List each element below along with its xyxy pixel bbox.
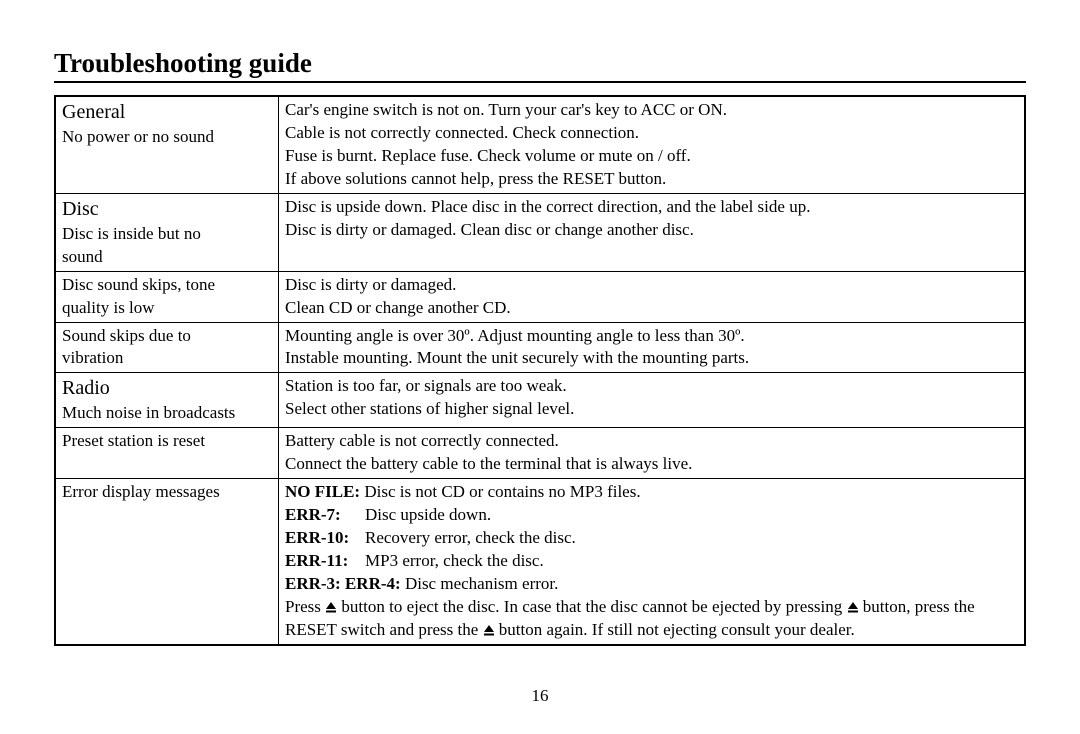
table-row: Sound skips due to vibration Mounting an… (55, 322, 1025, 373)
cell-problem: Disc sound skips, tone quality is low (55, 271, 279, 322)
eject-icon (483, 625, 495, 636)
cell-problem: Sound skips due to vibration (55, 322, 279, 373)
error-text: MP3 error, check the disc. (365, 551, 544, 570)
solution-line: Clean CD or change another CD. (285, 297, 1018, 320)
solution-line: Cable is not correctly connected. Check … (285, 122, 1018, 145)
cell-solution: Station is too far, or signals are too w… (279, 373, 1026, 428)
solution-line: Mounting angle is over 30º. Adjust mount… (285, 325, 1018, 348)
solution-line: Battery cable is not correctly connected… (285, 430, 1018, 453)
error-label: ERR-11: (285, 550, 365, 573)
problem-text: Sound skips due to (62, 325, 272, 348)
problem-text: quality is low (62, 297, 272, 320)
solution-line: Connect the battery cable to the termina… (285, 453, 1018, 476)
solution-line: Instable mounting. Mount the unit secure… (285, 347, 1018, 370)
page-title: Troubleshooting guide (54, 48, 1026, 83)
cell-solution: Disc is dirty or damaged. Clean CD or ch… (279, 271, 1026, 322)
cell-solution: Battery cable is not correctly connected… (279, 428, 1026, 479)
error-line: ERR-3: ERR-4: Disc mechanism error. (285, 573, 1018, 596)
cell-solution: Car's engine switch is not on. Turn your… (279, 96, 1026, 193)
problem-text: Much noise in broadcasts (62, 402, 272, 425)
problem-text: sound (62, 246, 272, 269)
instruction-text: RESET switch and press the (285, 620, 478, 639)
instruction-text: Press (285, 597, 325, 616)
solution-line: Disc is dirty or damaged. Clean disc or … (285, 219, 1018, 242)
error-label: ERR-10: (285, 527, 365, 550)
eject-icon (325, 602, 337, 613)
cell-solution: Mounting angle is over 30º. Adjust mount… (279, 322, 1026, 373)
table-row: Disc Disc is inside but no sound Disc is… (55, 193, 1025, 271)
table-row: Disc sound skips, tone quality is low Di… (55, 271, 1025, 322)
solution-line: Disc is dirty or damaged. (285, 274, 1018, 297)
cell-problem: Disc Disc is inside but no sound (55, 193, 279, 271)
problem-text: Disc is inside but no (62, 223, 272, 246)
instruction-line: RESET switch and press the button again.… (285, 619, 1018, 642)
cell-problem: Preset station is reset (55, 428, 279, 479)
problem-text: Preset station is reset (62, 430, 272, 453)
cell-problem: Radio Much noise in broadcasts (55, 373, 279, 428)
table-row: Preset station is reset Battery cable is… (55, 428, 1025, 479)
instruction-text: button again. If still not ejecting cons… (499, 620, 855, 639)
solution-line: Fuse is burnt. Replace fuse. Check volum… (285, 145, 1018, 168)
cell-solution: NO FILE: Disc is not CD or contains no M… (279, 479, 1026, 645)
error-label: ERR-7: (285, 504, 365, 527)
error-text: Disc is not CD or contains no MP3 files. (360, 482, 641, 501)
table-row: Error display messages NO FILE: Disc is … (55, 479, 1025, 645)
problem-text: vibration (62, 347, 272, 370)
error-text: Recovery error, check the disc. (365, 528, 576, 547)
solution-line: If above solutions cannot help, press th… (285, 168, 1018, 191)
solution-line: Station is too far, or signals are too w… (285, 375, 1018, 398)
page-number: 16 (0, 686, 1080, 706)
error-line: ERR-11:MP3 error, check the disc. (285, 550, 1018, 573)
solution-line: Select other stations of higher signal l… (285, 398, 1018, 421)
problem-text: No power or no sound (62, 126, 272, 149)
error-text: Disc upside down. (365, 505, 491, 524)
error-line: NO FILE: Disc is not CD or contains no M… (285, 481, 1018, 504)
cell-problem: General No power or no sound (55, 96, 279, 193)
problem-text: Error display messages (62, 481, 272, 504)
table-row: Radio Much noise in broadcasts Station i… (55, 373, 1025, 428)
error-label: ERR-3: ERR-4: (285, 574, 401, 593)
section-heading-radio: Radio (62, 375, 272, 402)
instruction-text: button to eject the disc. In case that t… (341, 597, 846, 616)
solution-line: Car's engine switch is not on. Turn your… (285, 99, 1018, 122)
document-page: Troubleshooting guide General No power o… (0, 0, 1080, 734)
cell-problem: Error display messages (55, 479, 279, 645)
instruction-line: Press button to eject the disc. In case … (285, 596, 1018, 619)
section-heading-disc: Disc (62, 196, 272, 223)
instruction-text: button, press the (863, 597, 975, 616)
error-line: ERR-7:Disc upside down. (285, 504, 1018, 527)
error-line: ERR-10:Recovery error, check the disc. (285, 527, 1018, 550)
cell-solution: Disc is upside down. Place disc in the c… (279, 193, 1026, 271)
section-heading-general: General (62, 99, 272, 126)
troubleshooting-table: General No power or no sound Car's engin… (54, 95, 1026, 646)
error-label: NO FILE: (285, 482, 360, 501)
problem-text: Disc sound skips, tone (62, 274, 272, 297)
table-row: General No power or no sound Car's engin… (55, 96, 1025, 193)
error-text: Disc mechanism error. (401, 574, 559, 593)
eject-icon (847, 602, 859, 613)
solution-line: Disc is upside down. Place disc in the c… (285, 196, 1018, 219)
